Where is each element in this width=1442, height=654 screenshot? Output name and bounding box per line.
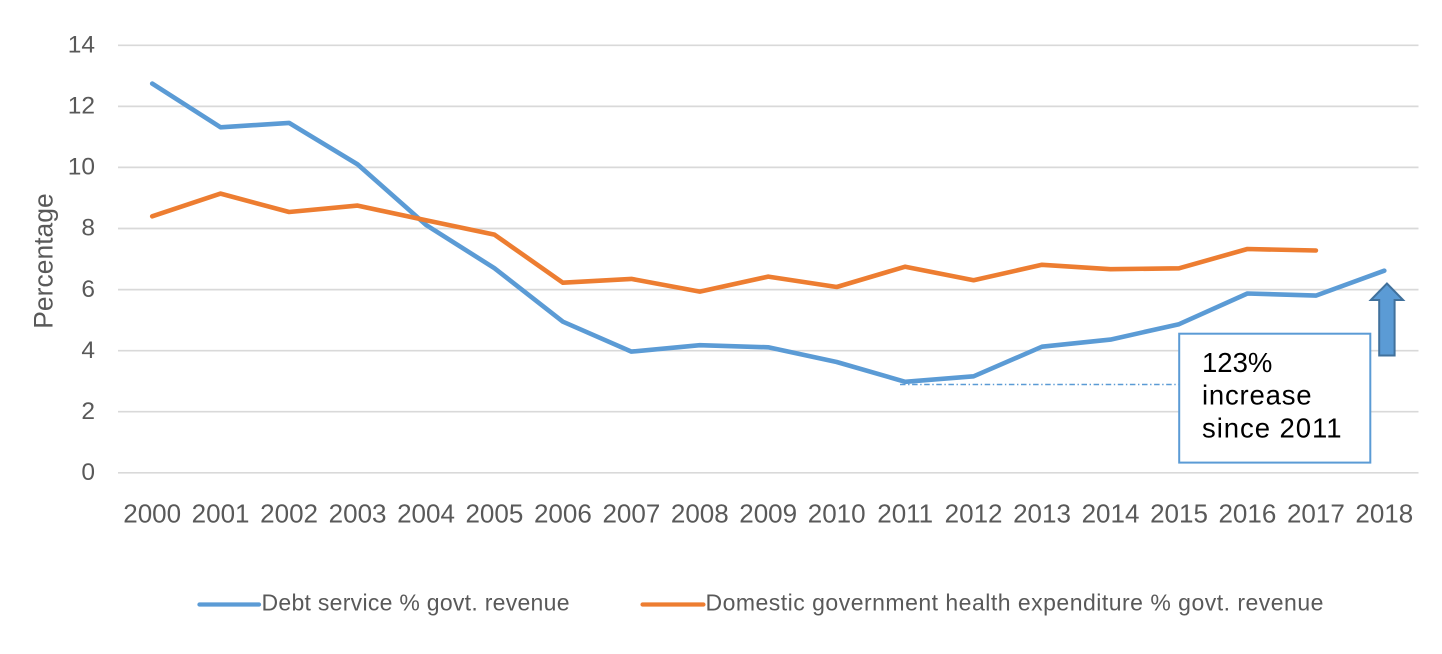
svg-text:2004: 2004 [397,498,455,528]
svg-text:2010: 2010 [808,498,866,528]
svg-text:4: 4 [81,337,95,364]
svg-text:123%: 123% [1202,347,1272,378]
svg-text:2003: 2003 [329,498,387,528]
svg-text:0: 0 [81,459,95,486]
svg-text:2012: 2012 [945,498,1003,528]
svg-text:14: 14 [68,32,95,59]
svg-text:Domestic government health exp: Domestic government health expenditure %… [706,590,1324,616]
svg-text:2017: 2017 [1287,498,1345,528]
svg-text:12: 12 [68,93,95,120]
svg-text:2002: 2002 [260,498,318,528]
svg-text:2001: 2001 [192,498,250,528]
svg-text:2016: 2016 [1218,498,1276,528]
svg-text:10: 10 [68,154,95,181]
svg-text:2018: 2018 [1355,498,1413,528]
svg-text:2015: 2015 [1150,498,1208,528]
svg-text:2: 2 [81,398,95,425]
svg-text:since 2011: since 2011 [1202,412,1342,443]
svg-text:2009: 2009 [739,498,797,528]
svg-text:increase: increase [1202,380,1312,411]
svg-text:2005: 2005 [465,498,523,528]
svg-text:2006: 2006 [534,498,592,528]
svg-text:2013: 2013 [1013,498,1071,528]
svg-text:Debt service % govt. revenue: Debt service % govt. revenue [262,590,570,616]
svg-text:6: 6 [81,276,95,303]
svg-text:2007: 2007 [602,498,660,528]
svg-text:2014: 2014 [1082,498,1140,528]
svg-text:2008: 2008 [671,498,729,528]
svg-text:Percentage: Percentage [29,193,59,329]
svg-text:2000: 2000 [123,498,181,528]
svg-text:8: 8 [81,215,95,242]
svg-text:2011: 2011 [877,498,933,528]
